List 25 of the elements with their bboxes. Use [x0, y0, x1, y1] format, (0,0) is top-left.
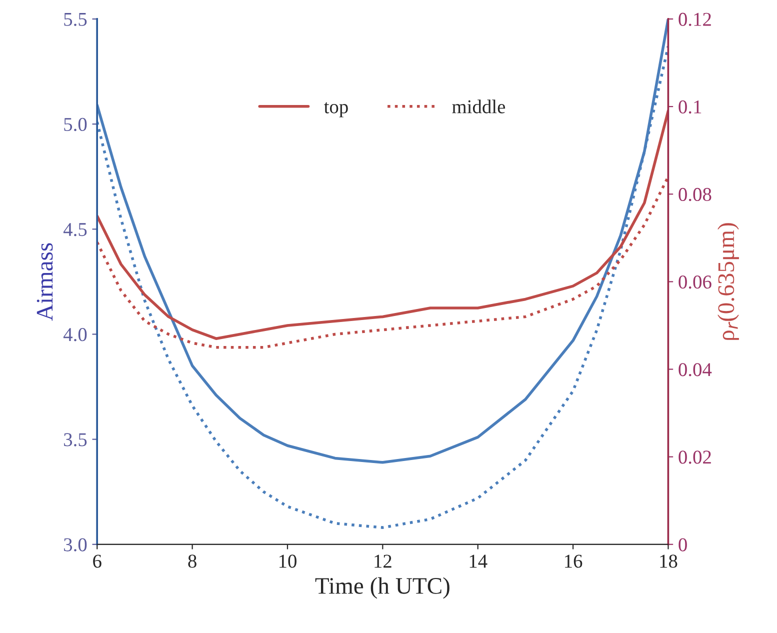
legend-label: middle [452, 100, 506, 114]
y2-tick-label: 0.12 [678, 12, 711, 26]
y-tick-label: 4.0 [63, 328, 87, 342]
x-tick-label: 18 [660, 554, 678, 568]
y-tick-label: 5.5 [64, 13, 87, 26]
y2-tick-label: 0.02 [678, 450, 711, 464]
x-axis-title: Time (h UTC) [315, 577, 450, 599]
x-tick-label: 16 [565, 554, 582, 568]
x-tick-label: 12 [374, 554, 392, 568]
legend-label: top [324, 102, 348, 118]
y2-tick-label: 0 [678, 538, 687, 552]
y-axis-title: Airmass [36, 243, 53, 321]
x-tick-label: 14 [470, 554, 488, 568]
y2-axis-title: ρ$_{r}$(0.635μm) [718, 223, 739, 340]
y-tick-label: 5.0 [64, 118, 87, 132]
y2-tick-label: 0.08 [678, 188, 712, 202]
x-tick-label: 6 [93, 554, 102, 568]
y-tick-label: 3.0 [64, 538, 87, 552]
y-tick-label: 4.5 [63, 223, 87, 236]
x-tick-label: 10 [279, 554, 296, 568]
y2-tick-label: 0.1 [678, 100, 702, 114]
y2-tick-label: 0.06 [678, 276, 712, 289]
x-tick-label: 8 [188, 554, 196, 568]
y2-tick-label: 0.04 [678, 363, 712, 376]
y-tick-label: 3.5 [64, 433, 87, 446]
